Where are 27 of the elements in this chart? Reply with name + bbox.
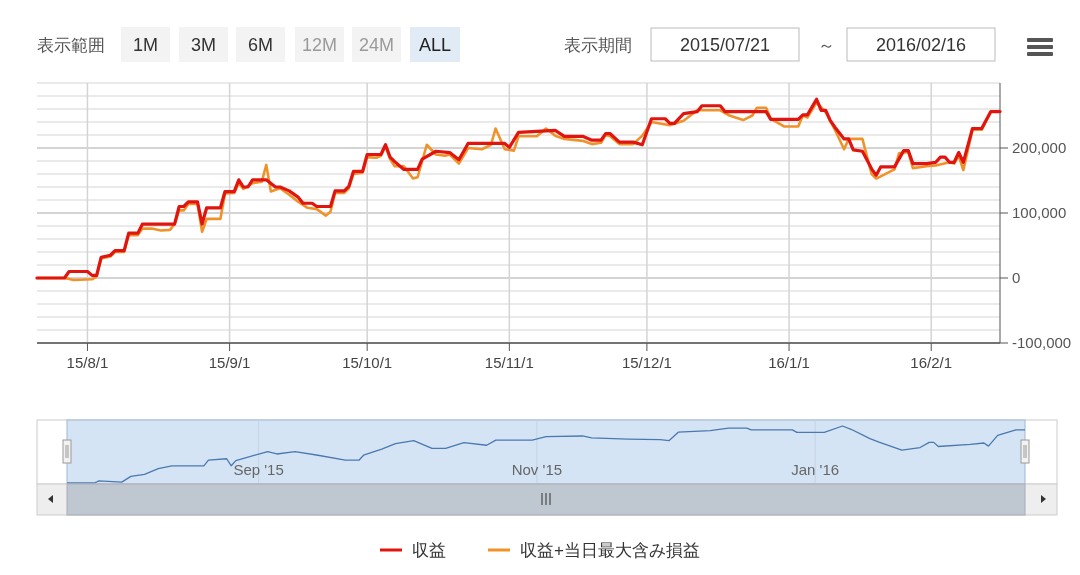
text: 6M: [247, 35, 274, 55]
text: 2016/02/16: [875, 35, 967, 55]
y-tick-label: 0: [1012, 269, 1021, 286]
x-tick-label: Sep '15: [233, 461, 284, 478]
x-tick-label: Jan '16: [791, 461, 840, 478]
text: 表示期間: [564, 36, 632, 55]
x-tick-label: 16/1/1: [768, 354, 810, 371]
legend-label: 収益+当日最大含み損益: [520, 541, 700, 560]
y-tick-label: -100,000: [1012, 334, 1072, 351]
legend-label: 収益: [412, 541, 446, 560]
y-tick-label: 100,000: [1012, 204, 1067, 221]
text: 2015/07/21: [679, 35, 771, 55]
x-tick-label: 15/12/1: [621, 354, 672, 371]
text: 表示範囲: [37, 36, 105, 55]
x-tick-label: 15/8/1: [66, 354, 109, 371]
text: 1M: [132, 35, 159, 55]
text: 12M: [301, 35, 338, 55]
text: ALL: [418, 35, 452, 55]
x-tick-label: 15/9/1: [208, 354, 251, 371]
x-tick-label: 15/11/1: [484, 354, 534, 371]
y-tick-label: 200,000: [1012, 139, 1067, 156]
text: 24M: [358, 35, 395, 55]
x-tick-label: 16/2/1: [910, 354, 953, 371]
text: 3M: [190, 35, 217, 55]
text: ～: [817, 36, 835, 55]
x-tick-label: Nov '15: [511, 461, 563, 478]
x-tick-label: 15/10/1: [342, 354, 393, 371]
